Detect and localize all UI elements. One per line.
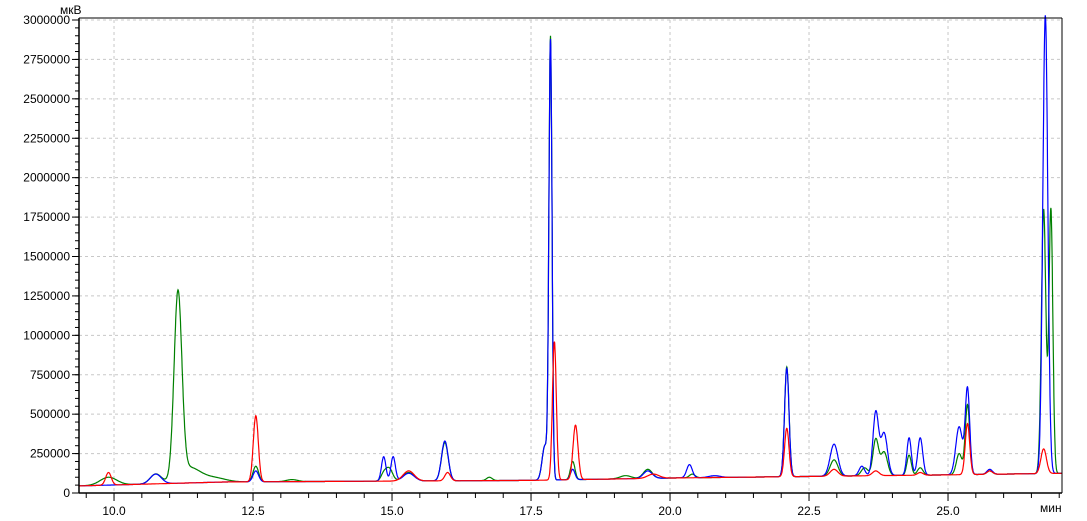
x-tick-label: 25.0 <box>936 504 960 518</box>
y-tick-label: 750000 <box>30 368 70 382</box>
plot-area <box>79 15 1062 487</box>
series-line-2 <box>79 15 1062 487</box>
x-tick-label: 12.5 <box>241 504 265 518</box>
x-tick-label: 20.0 <box>658 504 682 518</box>
y-tick-label: 2750000 <box>23 52 70 66</box>
y-axis-label: мкВ <box>60 3 82 17</box>
y-tick-label: 2000000 <box>23 171 70 185</box>
x-tick-label: 17.5 <box>519 504 543 518</box>
grid <box>79 19 1062 493</box>
y-tick-label: 500000 <box>30 407 70 421</box>
x-tick-label: 10.0 <box>102 504 126 518</box>
axes: 0 250000 500000 750000 1000000 1250000 1500000… <box>23 13 1063 518</box>
y-tick-label: 1750000 <box>23 210 70 224</box>
y-tick-label: 1500000 <box>23 250 70 264</box>
y-tick-label: 2250000 <box>23 131 70 145</box>
y-tick-label: 2500000 <box>23 92 70 106</box>
series-line-3 <box>79 341 1062 487</box>
x-tick-label: 22.5 <box>797 504 821 518</box>
y-tick-label: 3000000 <box>23 13 70 27</box>
y-tick-label: 0 <box>63 486 70 500</box>
y-tick-label: 1000000 <box>23 328 70 342</box>
y-tick-label: 250000 <box>30 447 70 461</box>
y-tick-label: 1250000 <box>23 289 70 303</box>
x-tick-label: 15.0 <box>380 504 404 518</box>
x-axis-label: мин <box>1040 501 1062 515</box>
series-line-1 <box>79 35 1062 487</box>
